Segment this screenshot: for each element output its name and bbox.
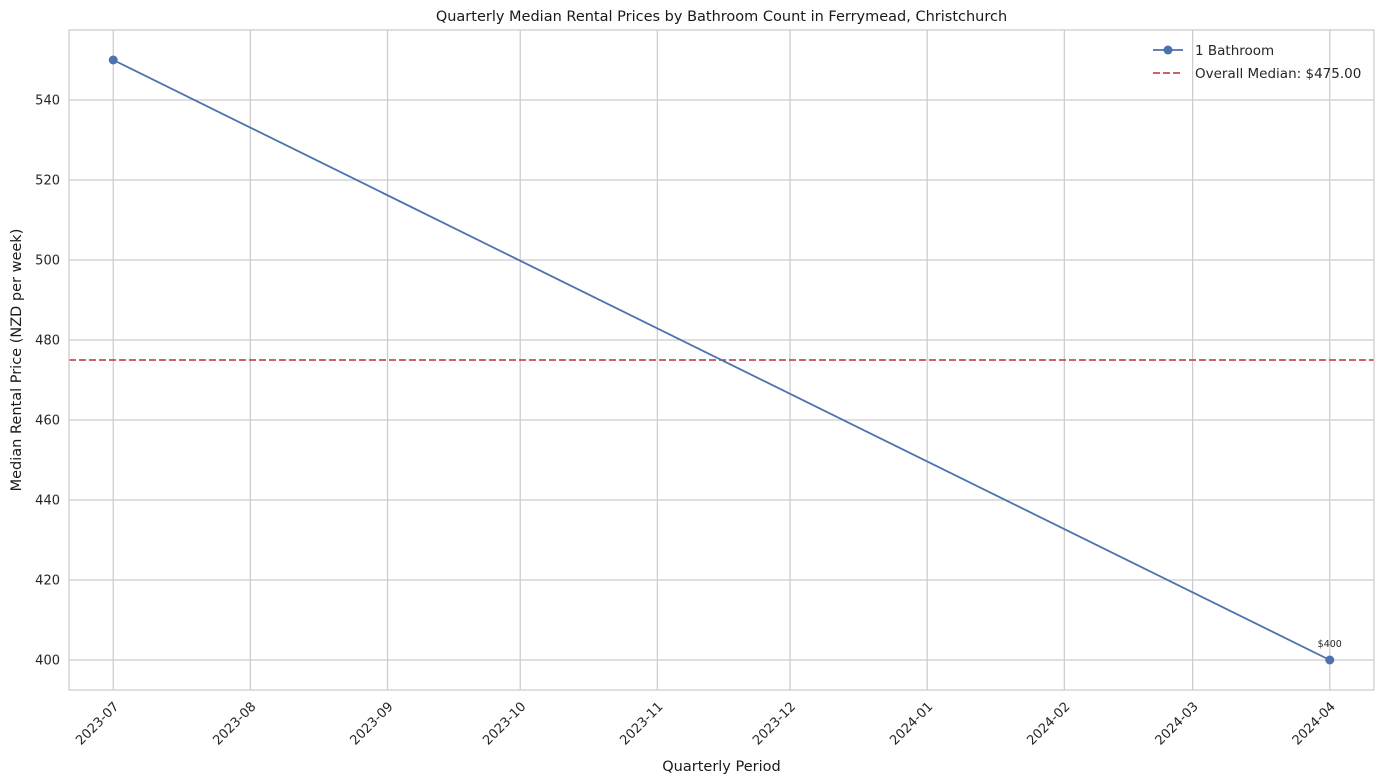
series-line-0: [112, 59, 1331, 661]
series-layer: $400: [108, 55, 1342, 665]
x-tick-label: 2023-07: [73, 699, 122, 748]
y-tick-label: 480: [35, 334, 60, 349]
y-tick-label: 440: [35, 494, 60, 509]
data-label: $400: [1318, 639, 1342, 650]
y-tick-label: 540: [35, 94, 60, 109]
y-tick-label: 520: [35, 174, 60, 189]
legend-label-reference: Overall Median: $475.00: [1195, 66, 1361, 82]
chart-title: Quarterly Median Rental Prices by Bathro…: [436, 9, 1007, 25]
y-tick-label: 460: [35, 414, 60, 429]
x-tick-label: 2024-04: [1290, 699, 1339, 748]
x-tick-label: 2024-03: [1153, 699, 1202, 748]
y-axis-label: Median Rental Price (NZD per week): [9, 229, 25, 492]
x-axis-label: Quarterly Period: [662, 759, 780, 775]
tick-labels: 400 420 440 460 480 500 520 540 2023-07 2023-08 20…: [35, 94, 1339, 749]
x-tick-label: 2023-10: [480, 699, 529, 748]
legend: 1 Bathroom Overall Median: $475.00: [1153, 43, 1361, 82]
x-tick-label: 2023-11: [617, 699, 666, 748]
x-tick-label: 2024-01: [887, 699, 936, 748]
x-tick-label: 2023-08: [210, 699, 259, 748]
x-tick-label: 2023-09: [348, 699, 397, 748]
grid-lines: [69, 30, 1374, 690]
y-tick-label: 400: [35, 654, 60, 669]
y-tick-label: 420: [35, 574, 60, 589]
x-tick-label: 2024-02: [1024, 699, 1073, 748]
legend-marker-series: [1163, 45, 1173, 55]
data-point-0: [108, 55, 118, 65]
y-tick-label: 500: [35, 254, 60, 269]
x-tick-label: 2023-12: [750, 699, 799, 748]
data-point-1: [1325, 655, 1335, 665]
plot-frame: [68, 29, 1375, 691]
legend-label-series: 1 Bathroom: [1195, 43, 1274, 59]
